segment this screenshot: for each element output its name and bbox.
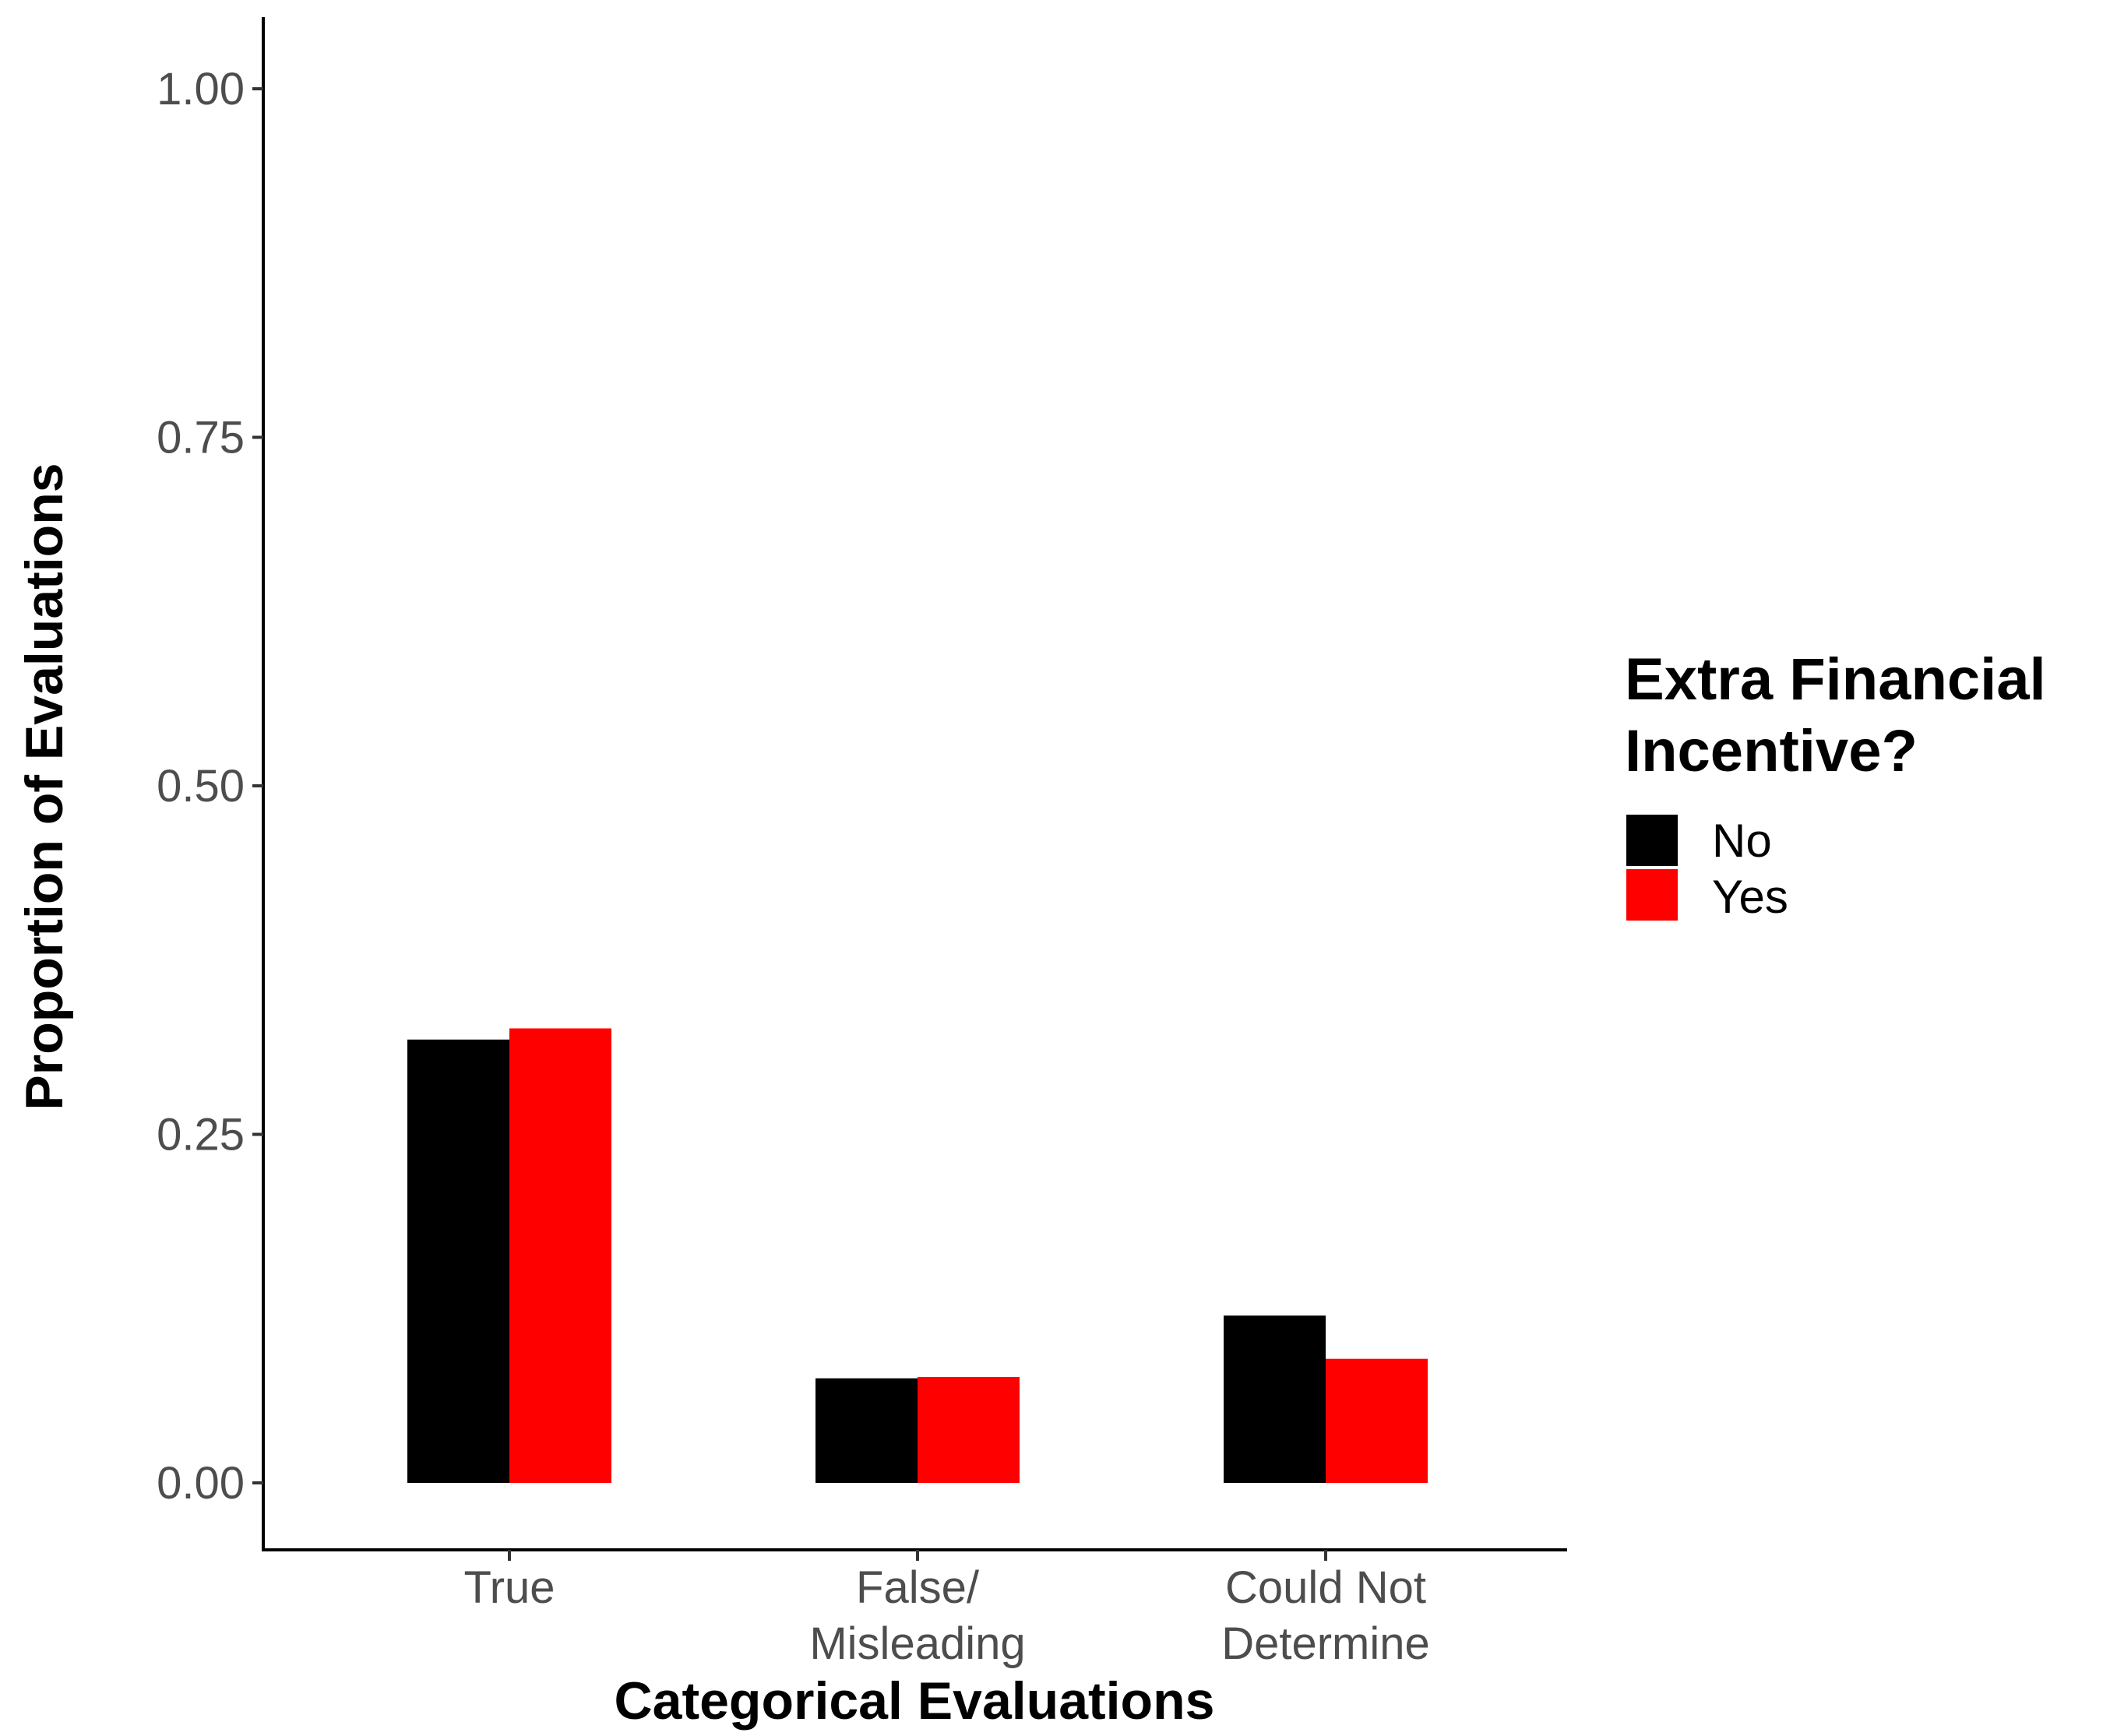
x-axis-title: Categorical Evaluations [615, 1671, 1215, 1731]
bar-yes-2 [1326, 1358, 1428, 1483]
y-tick-label: 0.25 [157, 1110, 245, 1160]
bar-yes-1 [918, 1376, 1020, 1483]
y-tick-label: 0.00 [157, 1458, 245, 1509]
bars-group [407, 1028, 1428, 1483]
axes-group [262, 17, 1567, 1551]
bar-no-2 [1224, 1315, 1326, 1483]
legend-key-no [1626, 815, 1678, 866]
bar-no-1 [815, 1378, 918, 1483]
legend-label-no: No [1712, 815, 1772, 867]
legend-title-line-2: Incentive? [1625, 718, 1918, 784]
y-tick-label: 0.50 [157, 761, 245, 812]
legend-label-yes: Yes [1712, 871, 1788, 923]
x-tick-label: Determine [1221, 1618, 1430, 1669]
x-tick-label: Could Not [1225, 1562, 1426, 1613]
bar-no-0 [407, 1039, 509, 1483]
y-tick-label: 1.00 [157, 64, 245, 114]
x-tick-label: False/ [856, 1562, 980, 1613]
bar-yes-0 [509, 1028, 611, 1483]
legend-key-yes [1626, 869, 1678, 921]
y-axis-title: Proportion of Evaluations [15, 463, 74, 1110]
x-tick-label: Misleading [809, 1618, 1025, 1669]
legend: Extra Financial Incentive? No Yes [1625, 646, 2046, 923]
x-tick-label: True [463, 1562, 555, 1613]
y-tick-label: 0.75 [157, 413, 245, 463]
y-ticks-group: 0.00 0.25 0.50 0.75 1.00 [157, 64, 263, 1509]
legend-title-line-1: Extra Financial [1625, 646, 2046, 713]
